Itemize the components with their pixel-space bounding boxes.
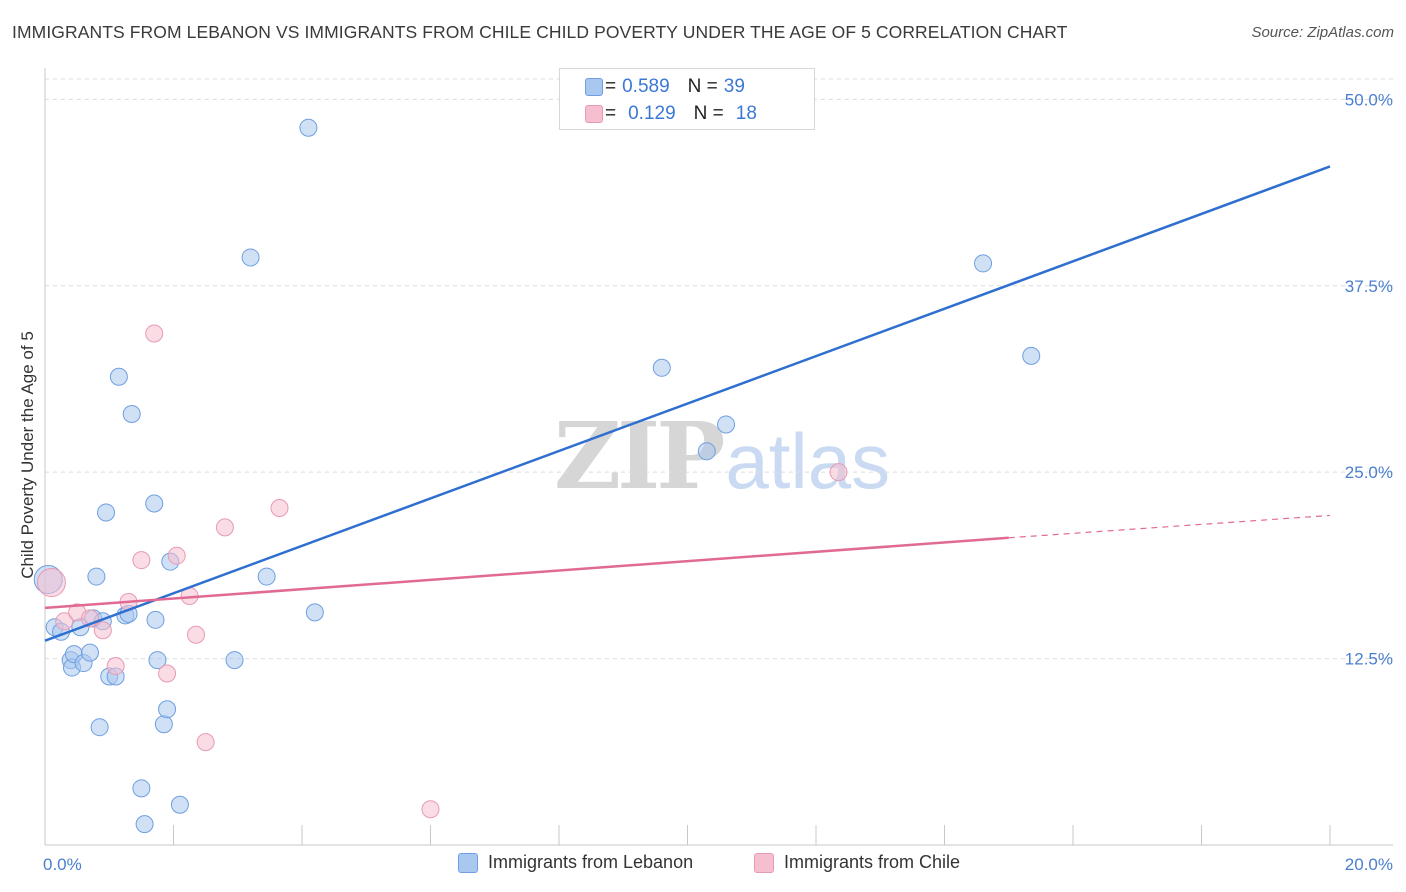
legend-label-chile: Immigrants from Chile (784, 852, 961, 872)
lebanon-point (122, 405, 141, 424)
lebanon-point (257, 567, 276, 586)
legend-n-value: 39 (723, 76, 745, 97)
legend-swatch-lebanon (585, 78, 603, 96)
lebanon-point (299, 118, 318, 137)
y-tick-label: 37.5% (1345, 277, 1393, 296)
lebanon-point (145, 494, 164, 513)
lebanon-point (87, 567, 106, 586)
y-tick-label: 12.5% (1345, 650, 1393, 669)
legend-n-label: N = (687, 76, 718, 97)
legend-swatch-chile (585, 105, 603, 123)
chile-point (215, 518, 234, 537)
legend-item-lebanon: Immigrants from Lebanon (458, 852, 693, 873)
chile-point (196, 733, 215, 752)
watermark-atlas: atlas (725, 417, 891, 505)
chile-point (167, 546, 186, 565)
lebanon-point (80, 643, 99, 662)
lebanon-point (154, 715, 173, 734)
lebanon-trend-line (44, 165, 1331, 642)
chile-point (145, 324, 164, 343)
chile-point (55, 612, 74, 631)
lebanon-point (305, 603, 324, 622)
series-legend: Immigrants from Lebanon Immigrants from … (0, 852, 1406, 876)
x-tick-label: 20.0% (1345, 855, 1393, 874)
legend-r-value: 0.129 (628, 103, 676, 124)
legend-swatch-lebanon (458, 852, 478, 873)
lebanon-point (158, 700, 177, 719)
lebanon-point (225, 651, 244, 670)
legend-swatch-chile (754, 852, 774, 873)
legend-row-lebanon: R = 0.589 N = 39 (585, 75, 745, 99)
y-tick-label: 50.0% (1345, 90, 1393, 109)
chart-title: IMMIGRANTS FROM LEBANON VS IMMIGRANTS FR… (12, 22, 1068, 42)
lebanon-point (241, 248, 260, 267)
chile-point (158, 664, 177, 683)
lebanon-point (90, 718, 109, 737)
chile-trend-extension (1008, 514, 1331, 539)
legend-label-lebanon: Immigrants from Lebanon (488, 852, 694, 872)
legend-n-value: 18 (735, 103, 757, 124)
lebanon-point (148, 651, 167, 670)
lebanon-point (146, 610, 165, 629)
correlation-legend: R = 0.589 N = 39 R = 0.129 N = 18 (559, 68, 815, 130)
y-tick-label: 25.0% (1345, 463, 1393, 482)
lebanon-point (170, 795, 189, 814)
chile-point (829, 463, 848, 482)
lebanon-point (652, 358, 671, 377)
source-label: Source: ZipAtlas.com (1251, 24, 1394, 41)
chile-point (132, 551, 151, 570)
chile-point (270, 498, 289, 517)
x-tick-label: 0.0% (43, 855, 82, 874)
lebanon-point (974, 254, 993, 273)
chile-point (421, 800, 440, 819)
chile-trend-line (44, 536, 1009, 610)
legend-item-chile: Immigrants from Chile (754, 852, 960, 873)
chile-point (186, 625, 205, 644)
legend-row-chile: R = 0.129 N = 18 (585, 102, 757, 126)
chile-point (106, 657, 125, 676)
lebanon-point (1022, 346, 1041, 365)
chile-point (36, 568, 66, 598)
lebanon-point (697, 442, 716, 461)
lebanon-point (109, 367, 128, 386)
chile-point (93, 621, 112, 640)
lebanon-point (132, 779, 151, 798)
lebanon-point (97, 503, 116, 522)
y-axis-label: Child Poverty Under the Age of 5 (18, 331, 37, 579)
lebanon-point (135, 815, 154, 834)
lebanon-point (717, 415, 736, 434)
legend-n-label: N = (693, 103, 724, 124)
legend-r-value: 0.589 (622, 76, 670, 97)
